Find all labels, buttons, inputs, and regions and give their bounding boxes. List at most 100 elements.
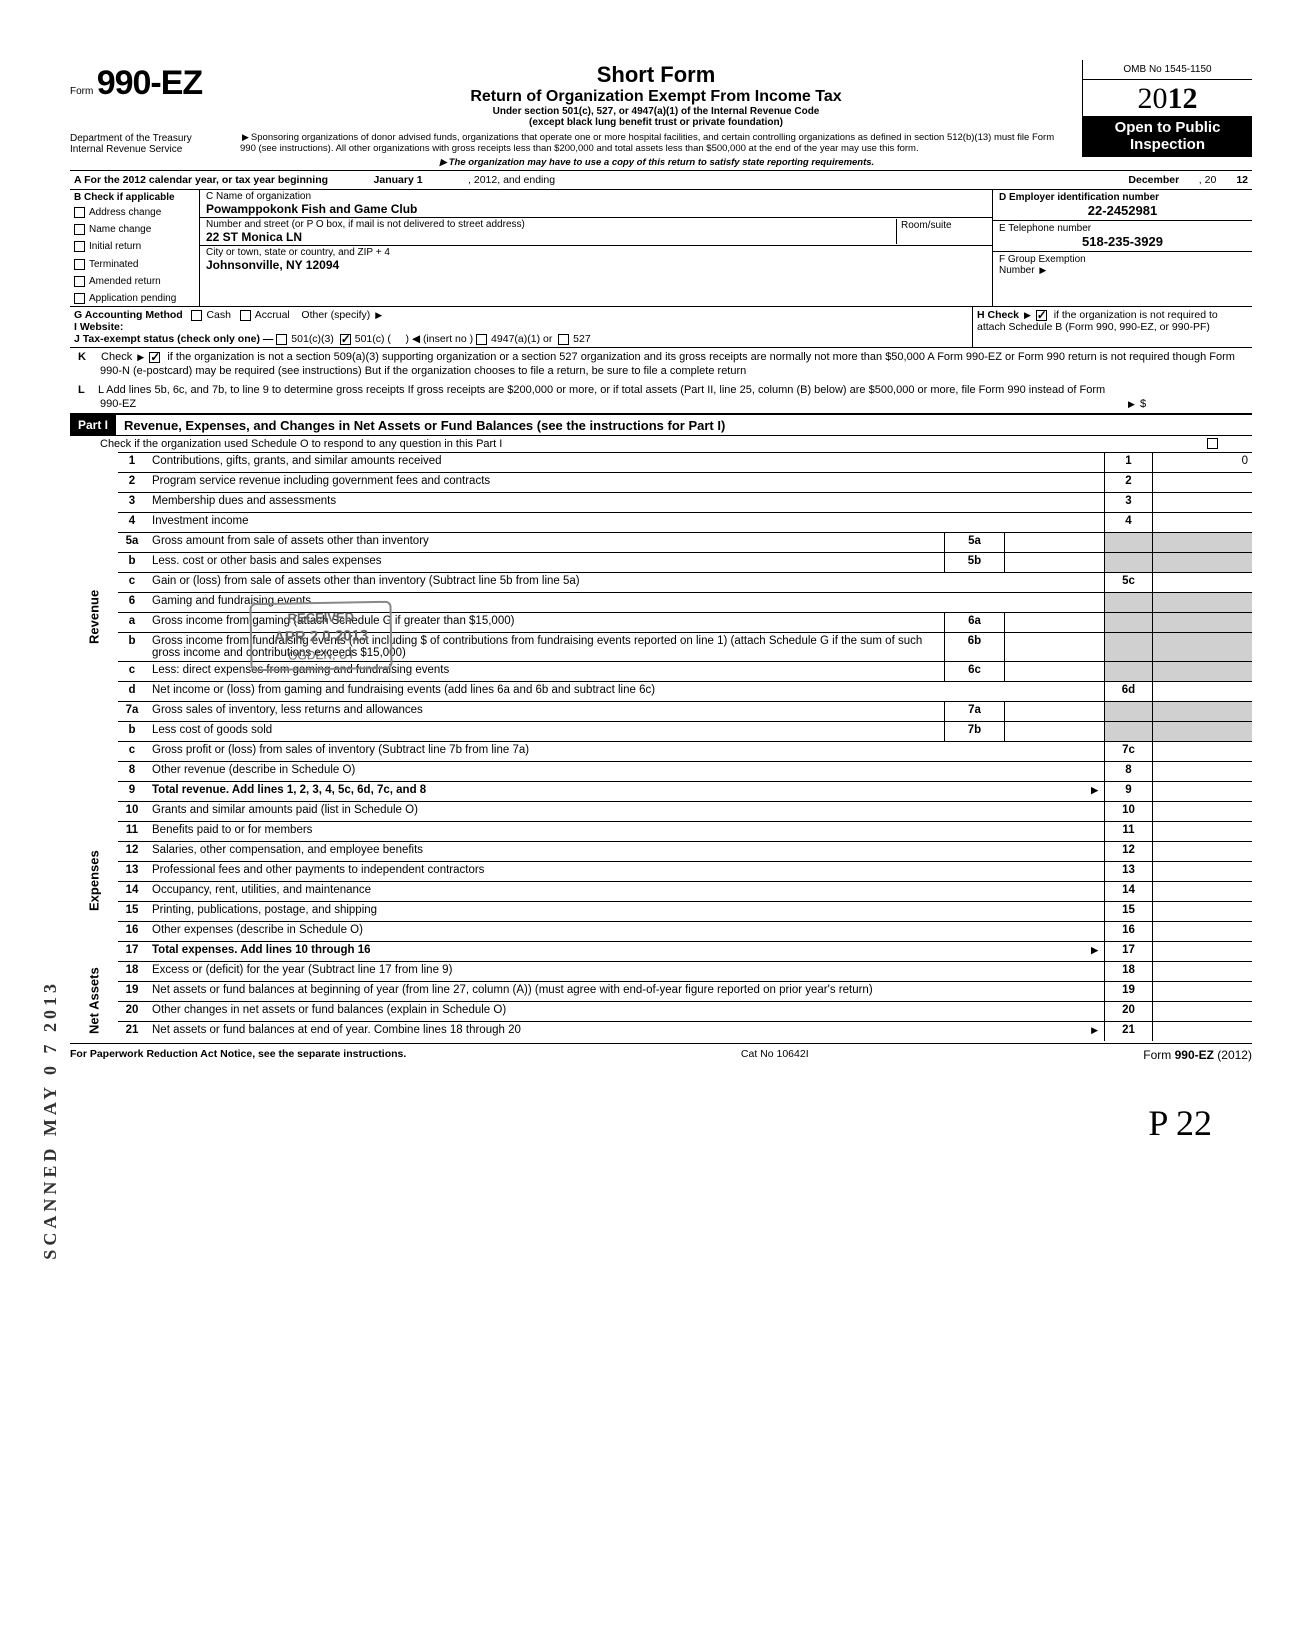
short-form-title: Short Form: [236, 62, 1076, 88]
net-assets-side-label: Net Assets: [70, 961, 118, 1041]
part-1-title: Revenue, Expenses, and Changes in Net As…: [116, 416, 733, 435]
ein-value: 22-2452981: [999, 203, 1246, 218]
org-name-label: C Name of organization: [206, 191, 986, 202]
form-990ez-page: Form 990-EZ Department of the Treasury I…: [70, 60, 1252, 1144]
footer-cat-no: Cat No 10642I: [741, 1048, 809, 1062]
city-state-zip: Johnsonville, NY 12094: [206, 258, 986, 272]
chk-501c3[interactable]: [276, 334, 287, 345]
line-6d-amt[interactable]: [1152, 681, 1252, 701]
phone-label: E Telephone number: [999, 223, 1246, 234]
chk-address-change[interactable]: [74, 207, 85, 218]
line-5a-amt[interactable]: [1004, 532, 1104, 552]
chk-line-k[interactable]: [149, 352, 160, 363]
year-end-yr: 12: [1236, 174, 1248, 186]
accounting-label: G Accounting Method: [74, 309, 183, 321]
line-l: LL Add lines 5b, 6c, and 7b, to line 9 t…: [70, 381, 1252, 415]
omb-number: OMB No 1545-1150: [1083, 60, 1252, 80]
line-a-label: A For the 2012 calendar year, or tax yea…: [74, 174, 328, 186]
line-21-amt[interactable]: [1152, 1021, 1252, 1041]
line-15-amt[interactable]: [1152, 901, 1252, 921]
right-header-cell: OMB No 1545-1150 2012 Open to PublicInsp…: [1082, 60, 1252, 157]
subtitle-1: Under section 501(c), 527, or 4947(a)(1)…: [236, 106, 1076, 117]
line-6c-amt[interactable]: [1004, 661, 1104, 681]
footer-form-ref: Form 990-EZ (2012): [1143, 1048, 1252, 1062]
group-exempt-number: Number: [999, 265, 1246, 276]
website-label: I Website:: [74, 321, 123, 333]
tax-status-label: J Tax-exempt status (check only one) —: [74, 333, 273, 345]
chk-pending[interactable]: [74, 293, 85, 304]
form-number: 990-EZ: [97, 64, 203, 102]
org-name: Powamppokonk Fish and Game Club: [206, 202, 986, 216]
line-10-amt[interactable]: [1152, 801, 1252, 821]
chk-accrual[interactable]: [240, 310, 251, 321]
chk-527[interactable]: [558, 334, 569, 345]
part-1-badge: Part I: [70, 415, 116, 435]
line-19-amt[interactable]: [1152, 981, 1252, 1001]
tax-year: 2012: [1083, 80, 1252, 116]
line-4-amt[interactable]: [1152, 512, 1252, 532]
street-address: 22 ST Monica LN: [206, 230, 896, 244]
line-k: K Check if the organization is not a sec…: [70, 348, 1252, 381]
year-end-month: December: [1109, 174, 1199, 186]
title-cell: Short Form Return of Organization Exempt…: [230, 60, 1082, 170]
expenses-side-label: Expenses: [70, 801, 118, 961]
scanned-stamp: SCANNED MAY 0 7 2013: [40, 980, 61, 1260]
line-9-amt[interactable]: [1152, 781, 1252, 801]
line-3-amt[interactable]: [1152, 492, 1252, 512]
ein-label: D Employer identification number: [999, 192, 1246, 203]
addr-label: Number and street (or P O box, if mail i…: [206, 219, 896, 230]
chk-name-change[interactable]: [74, 224, 85, 235]
sponsor-note: Sponsoring organizations of donor advise…: [236, 130, 1076, 155]
chk-amended[interactable]: [74, 276, 85, 287]
revenue-side-label: Revenue: [70, 452, 118, 781]
section-h: H Check if the organization is not requi…: [972, 307, 1252, 347]
header-info-block: B Check if applicable Address change Nam…: [70, 190, 1252, 307]
line-14-amt[interactable]: [1152, 881, 1252, 901]
line-7c-amt[interactable]: [1152, 741, 1252, 761]
line-7b-amt[interactable]: [1004, 721, 1104, 741]
group-exempt-label: F Group Exemption: [999, 254, 1246, 265]
page-number-handwritten: P 22: [70, 1102, 1252, 1144]
line-13-amt[interactable]: [1152, 861, 1252, 881]
line-5b-amt[interactable]: [1004, 552, 1104, 572]
form-header: Form 990-EZ Department of the Treasury I…: [70, 60, 1252, 171]
room-suite-label: Room/suite: [896, 219, 986, 244]
form-number-cell: Form 990-EZ Department of the Treasury I…: [70, 60, 230, 155]
line-1-amt: 0: [1152, 452, 1252, 472]
line-7a-amt[interactable]: [1004, 701, 1104, 721]
irs-label: Internal Revenue Service: [70, 144, 224, 155]
line-17-amt[interactable]: [1152, 941, 1252, 961]
chk-terminated[interactable]: [74, 259, 85, 270]
line-16-amt[interactable]: [1152, 921, 1252, 941]
chk-initial-return[interactable]: [74, 241, 85, 252]
return-title: Return of Organization Exempt From Incom…: [236, 88, 1076, 106]
section-b: B Check if applicable Address change Nam…: [70, 190, 200, 306]
part-1-header-row: Part I Revenue, Expenses, and Changes in…: [70, 414, 1252, 436]
line-2-amt[interactable]: [1152, 472, 1252, 492]
part-1-sub: Check if the organization used Schedule …: [70, 436, 1252, 452]
dept-treasury: Department of the Treasury: [70, 133, 224, 144]
line-6b-amt[interactable]: [1004, 632, 1104, 661]
section-b-label: B Check if applicable: [74, 192, 195, 203]
year-end-suffix: , 20: [1199, 174, 1217, 186]
row-g-h: G Accounting Method Cash Accrual Other (…: [70, 307, 1252, 348]
line-20-amt[interactable]: [1152, 1001, 1252, 1021]
line-18-amt[interactable]: [1152, 961, 1252, 981]
line-11-amt[interactable]: [1152, 821, 1252, 841]
chk-schedule-b[interactable]: [1036, 310, 1047, 321]
page-footer: For Paperwork Reduction Act Notice, see …: [70, 1043, 1252, 1062]
line-5c-amt[interactable]: [1152, 572, 1252, 592]
chk-schedule-o[interactable]: [1207, 438, 1218, 449]
line-12-amt[interactable]: [1152, 841, 1252, 861]
chk-cash[interactable]: [191, 310, 202, 321]
line-a: A For the 2012 calendar year, or tax yea…: [70, 171, 1252, 190]
section-def: D Employer identification number 22-2452…: [992, 190, 1252, 306]
line-6a-amt[interactable]: [1004, 612, 1104, 632]
chk-501c[interactable]: [340, 334, 351, 345]
state-note: The organization may have to use a copy …: [236, 157, 1076, 168]
city-label: City or town, state or country, and ZIP …: [206, 247, 986, 258]
part-1-grid: RECEIVED APR 2 0 2013 OGDEN, UT Revenue …: [70, 452, 1252, 1041]
open-public-badge: Open to PublicInspection: [1083, 116, 1252, 157]
line-8-amt[interactable]: [1152, 761, 1252, 781]
chk-4947[interactable]: [476, 334, 487, 345]
